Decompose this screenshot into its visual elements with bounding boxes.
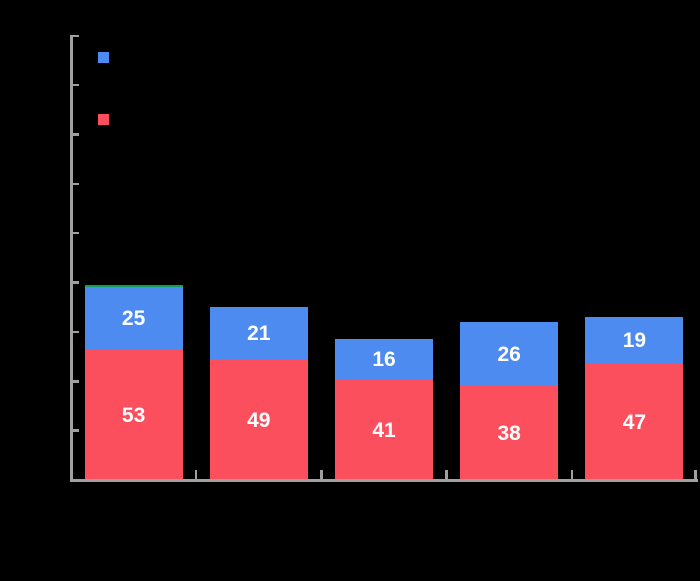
bar-3-segment-blue: 16 (335, 339, 433, 379)
y-axis-tick (70, 380, 79, 383)
y-axis-tick (70, 83, 79, 87)
x-axis-line (70, 478, 698, 482)
y-axis-tick (70, 182, 79, 186)
bar-value-label: 16 (372, 347, 396, 371)
y-axis-tick (70, 429, 79, 432)
y-axis-tick (70, 281, 79, 284)
bar-1-segment-green (84, 285, 183, 288)
legend-swatch-blue (98, 52, 109, 63)
x-axis-tick (194, 470, 198, 479)
bar-value-label: 41 (372, 418, 396, 442)
bar-1-segment-blue: 25 (84, 287, 183, 350)
y-axis-line (70, 35, 73, 482)
x-axis-tick (445, 470, 448, 479)
x-axis-tick (570, 470, 574, 479)
bar-5-segment-red: 47 (585, 364, 684, 482)
y-axis-tick (70, 330, 79, 334)
x-axis-tick (694, 470, 697, 479)
y-axis-tick (70, 133, 79, 136)
bar-value-label: 25 (121, 306, 146, 330)
bar-1-segment-red: 53 (84, 349, 183, 482)
y-axis-tick (70, 231, 79, 235)
bar-value-label: 38 (497, 422, 521, 446)
bar-value-label: 47 (622, 411, 647, 435)
bar-value-label: 19 (622, 329, 647, 353)
bar-4-segment-blue: 26 (460, 322, 559, 387)
bar-5-segment-blue: 19 (585, 317, 684, 364)
bar-value-label: 26 (497, 342, 521, 366)
bar-value-label: 21 (247, 321, 271, 345)
bar-value-label: 49 (247, 408, 271, 432)
bar-4-segment-red: 38 (460, 386, 559, 482)
y-axis-tick (70, 34, 79, 37)
bar-2-segment-blue: 21 (209, 307, 308, 360)
bar-value-label: 53 (121, 403, 146, 427)
x-axis-tick (320, 470, 323, 479)
bar-2-segment-red: 49 (209, 359, 308, 482)
legend-swatch-red (98, 114, 109, 125)
bar-3-segment-red: 41 (335, 378, 433, 482)
